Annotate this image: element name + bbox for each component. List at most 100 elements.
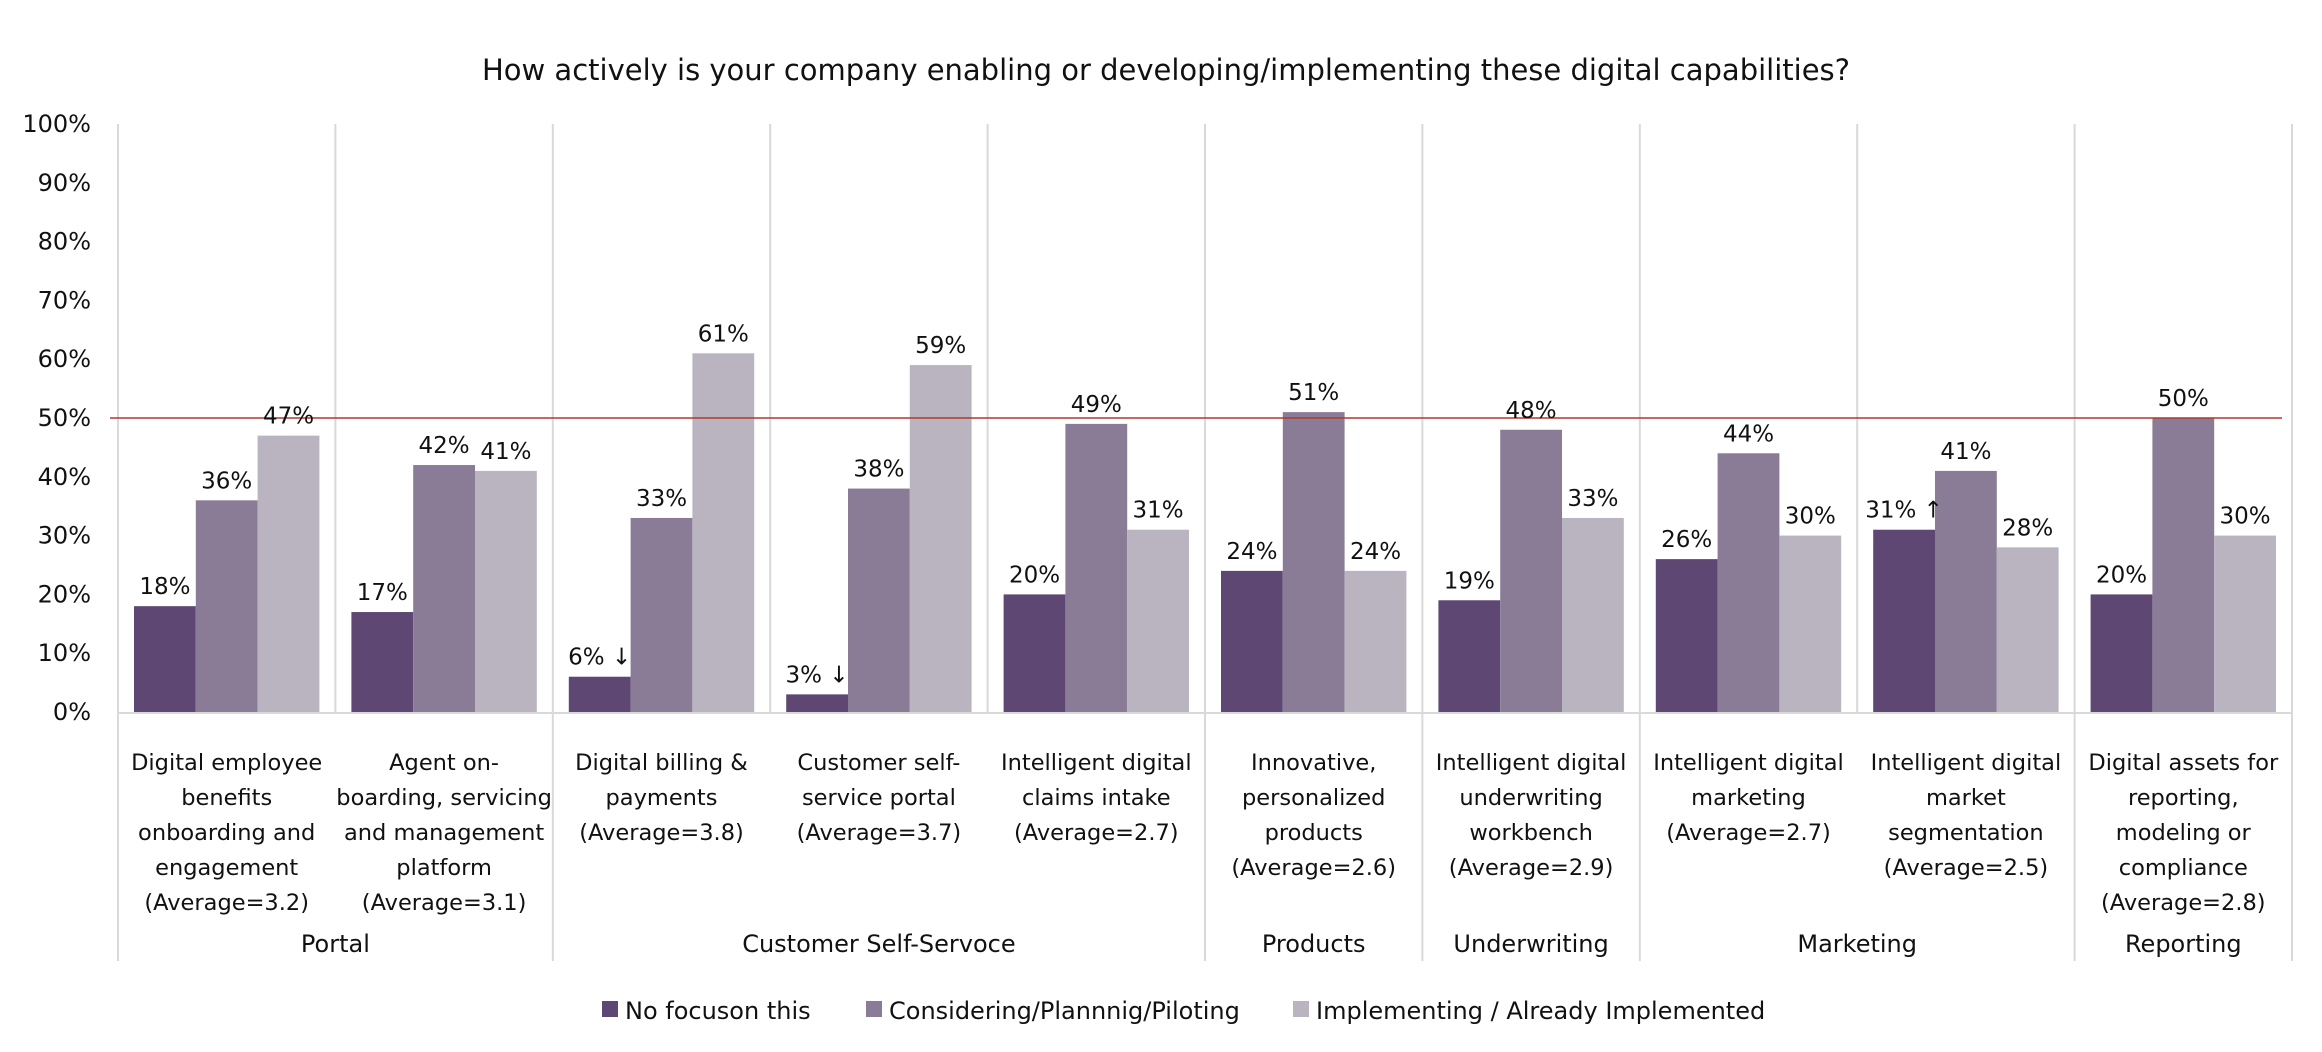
data-label: 42%	[419, 433, 470, 459]
y-tick-label: 20%	[38, 580, 91, 608]
bar-layer	[134, 353, 2276, 712]
category-label-line: (Average=2.5)	[1884, 855, 2049, 881]
legend: No focuson this Considering/Plannnig/Pilo…	[602, 997, 1765, 1025]
data-label: 38%	[853, 457, 904, 483]
data-label: 24%	[1350, 539, 1401, 565]
category-label-line: Intelligent digital	[1001, 750, 1192, 776]
data-label: 18%	[139, 574, 190, 600]
category-label-line: workbench	[1469, 820, 1592, 846]
category-label-line: marketing	[1691, 785, 1806, 811]
category-label: Digital assets for reporting, modeling or c…	[2088, 750, 2279, 916]
category-label-line: Intelligent digital	[1436, 750, 1627, 776]
legend-label: Considering/Plannnig/Piloting	[889, 997, 1240, 1025]
category-label-line: compliance	[2119, 855, 2248, 881]
group-label: Products	[1262, 930, 1366, 958]
category-label: Intelligent digital underwriting workbench…	[1436, 750, 1627, 881]
bar	[1065, 423, 1128, 712]
data-label: 6% ↓	[568, 645, 631, 671]
legend-label: Implementing / Already Implemented	[1316, 997, 1765, 1025]
bar	[1500, 429, 1562, 712]
y-tick-label: 90%	[38, 169, 91, 197]
data-label: 30%	[2220, 504, 2271, 530]
data-label: 30%	[1785, 504, 1836, 530]
data-label: 17%	[357, 580, 408, 606]
category-label: Innovative, personalized products (Average=…	[1231, 750, 1396, 881]
bar	[134, 606, 196, 712]
bar	[1221, 570, 1283, 712]
category-label-line: (Average=2.7)	[1014, 820, 1179, 846]
category-label: Customer self-service portal (Average=3.7…	[797, 750, 962, 846]
data-label: 20%	[2096, 562, 2147, 588]
group-label: Reporting	[2125, 930, 2242, 958]
category-label-line: Digital billing &	[575, 750, 748, 776]
y-tick-label: 10%	[38, 639, 91, 667]
data-label: 31%	[1133, 498, 1184, 524]
legend-swatch	[602, 1001, 618, 1017]
category-label-line: (Average=2.9)	[1449, 855, 1614, 881]
data-label: 44%	[1723, 421, 1774, 447]
y-tick-label: 80%	[38, 228, 91, 256]
data-label: 20%	[1009, 562, 1060, 588]
bar	[413, 465, 475, 712]
category-label-line: onboarding and	[138, 820, 315, 846]
data-label: 19%	[1444, 568, 1495, 594]
legend-label: No focuson this	[625, 997, 811, 1025]
category-label-line: service portal	[802, 785, 956, 811]
category-label-line: (Average=2.6)	[1231, 855, 1396, 881]
bar	[1282, 412, 1345, 712]
bar	[1127, 529, 1189, 712]
data-label: 33%	[1567, 486, 1618, 512]
legend-swatch	[866, 1001, 882, 1017]
data-label: 26%	[1661, 527, 1712, 553]
group-label: Underwriting	[1453, 930, 1608, 958]
category-label-line: Agent on-	[389, 750, 499, 776]
category-label: Intelligent digital claims intake (Average…	[1001, 750, 1192, 846]
bar	[1996, 547, 2059, 712]
data-label: 48%	[1506, 398, 1557, 424]
category-label: Agent on-boarding, servicing and manageme…	[336, 750, 552, 916]
group-label: Customer Self-Servoce	[742, 930, 1015, 958]
data-label: 59%	[915, 333, 966, 359]
bar	[568, 676, 631, 712]
bar	[2152, 418, 2215, 712]
data-label: 50%	[2158, 386, 2209, 412]
bar	[475, 470, 537, 712]
axis-layer: 0% 10% 20% 30% 40% 50% 60% 70% 80% 90% 100%	[22, 110, 2293, 961]
group-label: Portal	[301, 930, 370, 958]
bar	[2090, 594, 2153, 712]
category-label-line: Intelligent digital	[1871, 750, 2062, 776]
category-label-line: (Average=3.2)	[144, 890, 309, 916]
data-label-layer: 18% 17% 6% ↓ 3% ↓ 20% 24% 19% 26% 31% ↑ 20% 36% 42%…	[139, 321, 2270, 688]
category-label-line: (Average=3.1)	[362, 890, 527, 916]
category-label-line: personalized	[1242, 785, 1385, 811]
category-label-line: market	[1926, 785, 2006, 811]
bar	[786, 694, 848, 712]
chart-title: How actively is your company enabling or…	[482, 53, 1850, 87]
bar	[1003, 594, 1066, 712]
bar	[351, 612, 414, 712]
data-label: 41%	[1940, 439, 1991, 465]
data-label: 49%	[1071, 392, 1122, 418]
y-tick-label: 70%	[38, 286, 91, 314]
bar	[2214, 535, 2276, 712]
category-label-line: claims intake	[1022, 785, 1171, 811]
y-tick-label: 0%	[53, 698, 91, 726]
data-label: 33%	[636, 486, 687, 512]
category-label-line: reporting,	[2128, 785, 2239, 811]
bar	[1655, 559, 1718, 712]
data-label: 61%	[698, 321, 749, 347]
data-label: 24%	[1226, 539, 1277, 565]
bar	[1717, 453, 1780, 712]
bar	[692, 353, 755, 712]
bar	[1935, 470, 1997, 712]
bar	[195, 500, 258, 712]
data-label: 31% ↑	[1865, 498, 1943, 524]
data-label: 36%	[201, 468, 252, 494]
bar	[1779, 535, 1842, 712]
data-label: 51%	[1288, 380, 1339, 406]
y-tick-label: 60%	[38, 345, 91, 373]
data-label: 41%	[480, 439, 531, 465]
y-tick-label: 40%	[38, 463, 91, 491]
category-label-line: Customer self-	[797, 750, 960, 776]
bar	[630, 517, 693, 712]
